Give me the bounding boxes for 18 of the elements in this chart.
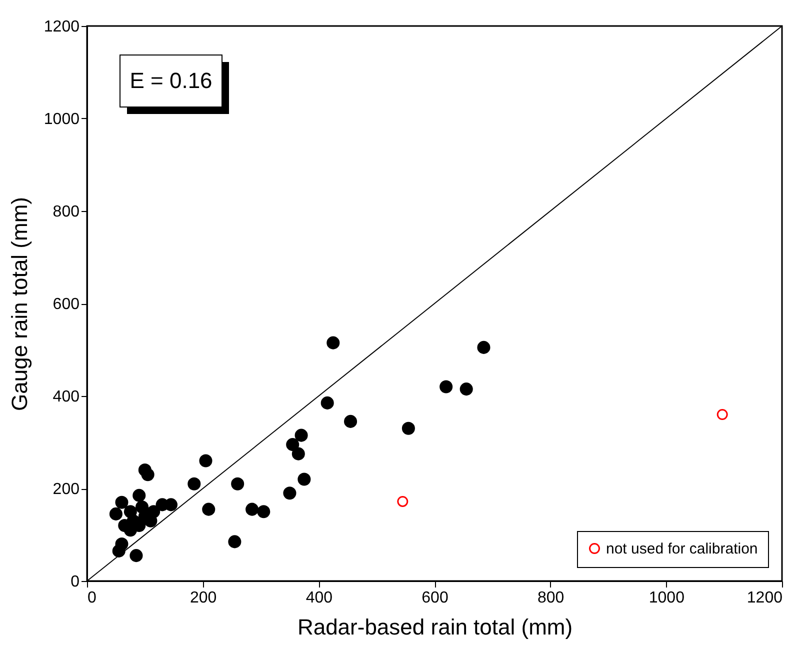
x-tick-label: 200	[190, 590, 217, 606]
y-tick-label: 400	[52, 388, 80, 406]
y-tick-label: 800	[52, 204, 80, 220]
y-tick-label: 1200	[44, 18, 80, 36]
legend-label: not used for calibration	[606, 540, 758, 558]
y-tick-label: 600	[52, 296, 80, 313]
x-axis-title: Radar-based rain total (mm)	[297, 614, 573, 640]
y-tick-label: 0	[70, 574, 80, 590]
x-tick-label: 800	[537, 590, 564, 606]
y-axis-title: Gauge rain total (mm)	[6, 197, 32, 411]
x-tick-label: 400	[306, 590, 333, 606]
x-tick-label: 1200	[746, 590, 783, 606]
y-tick-label: 200	[52, 481, 80, 498]
annotation: E = 0.16	[130, 68, 212, 93]
x-tick-label: 1000	[648, 590, 685, 606]
x-tick-label: 600	[422, 590, 448, 606]
y-tick-label: 1000	[44, 111, 80, 128]
x-tick-label: 0	[88, 590, 96, 606]
